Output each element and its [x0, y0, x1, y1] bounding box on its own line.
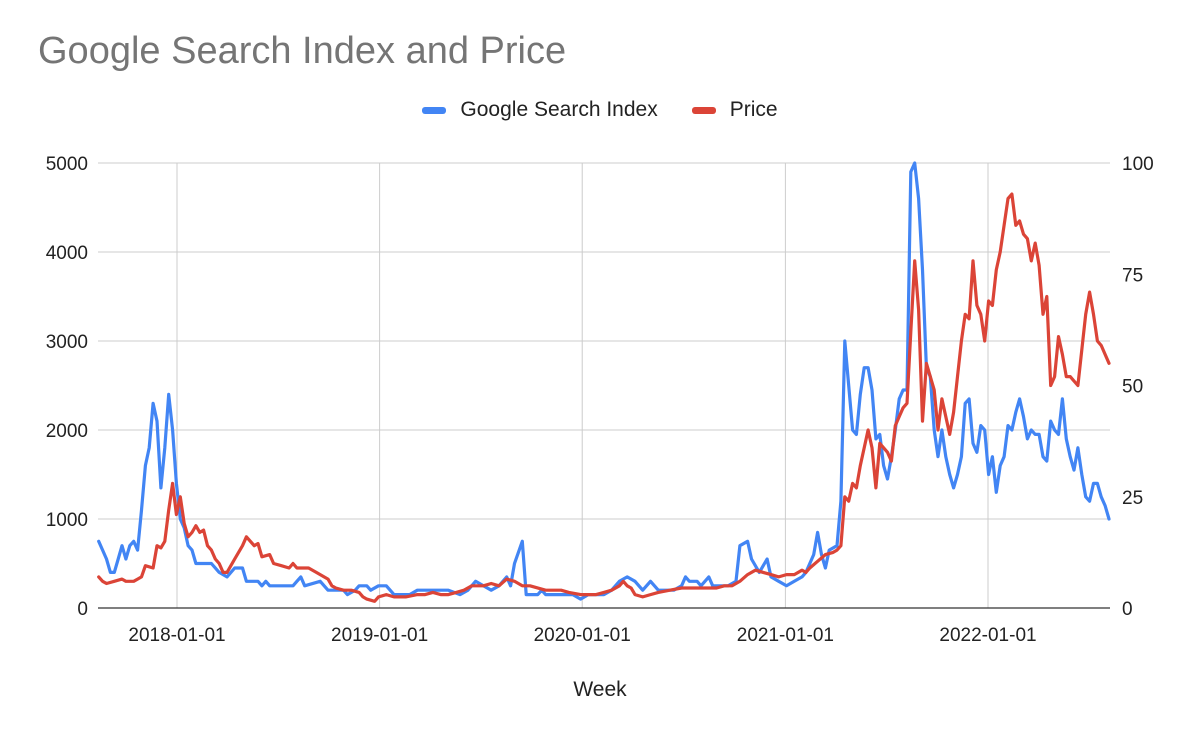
chart-title: Google Search Index and Price [38, 30, 567, 72]
y-right-tick-label: 0 [1122, 599, 1133, 620]
y-right-tick-label: 25 [1122, 488, 1143, 509]
x-tick-label: 2019-01-01 [331, 625, 428, 646]
x-tick-label: 2021-01-01 [737, 625, 834, 646]
y-right-tick-label: 50 [1122, 377, 1143, 398]
legend-item-price[interactable]: Price [691, 98, 778, 122]
legend-item-search[interactable]: Google Search Index [422, 98, 658, 122]
chart-legend: Google Search Index Price [0, 98, 1200, 122]
y-left-tick-label: 2000 [46, 421, 88, 442]
y-right-tick-label: 75 [1122, 265, 1143, 286]
legend-label-price: Price [729, 98, 778, 121]
y-left-tick-label: 1000 [46, 510, 88, 531]
legend-label-search: Google Search Index [460, 98, 658, 121]
y-right-tick-label: 100 [1122, 154, 1154, 175]
y-left-tick-label: 5000 [46, 154, 88, 175]
y-left-tick-label: 3000 [46, 332, 88, 353]
series-line-price [97, 192, 1111, 603]
y-left-tick-label: 4000 [46, 243, 88, 264]
x-axis-title: Week [573, 678, 627, 701]
x-tick-label: 2022-01-01 [939, 625, 1036, 646]
x-tick-label: 2018-01-01 [128, 625, 225, 646]
y-left-tick-label: 0 [77, 599, 88, 620]
legend-swatch-search [422, 106, 447, 114]
x-tick-label: 2020-01-01 [534, 625, 631, 646]
legend-swatch-price [691, 106, 716, 114]
